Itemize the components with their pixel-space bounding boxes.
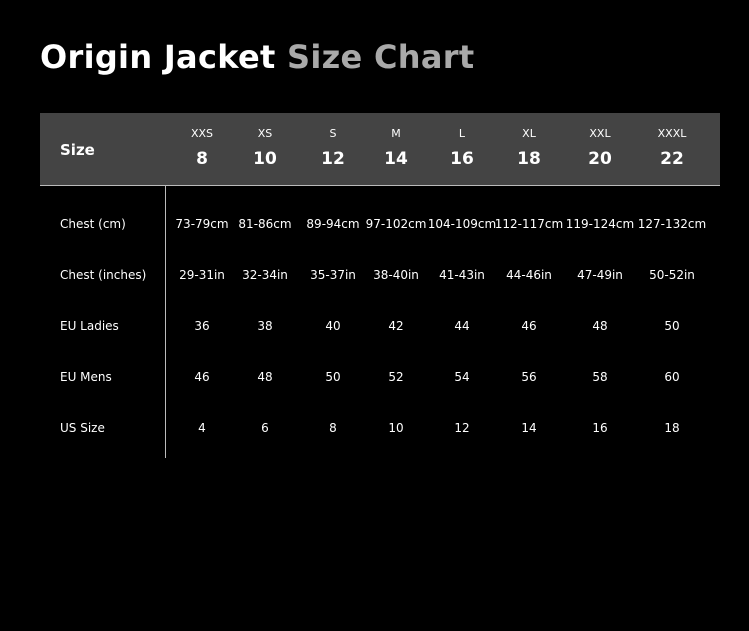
title-product: Origin Jacket (40, 38, 276, 76)
table-cell: 18 (664, 421, 680, 435)
table-cell: 40 (325, 319, 341, 333)
header-size-label: Size (60, 141, 95, 159)
header-size-number: 8 (196, 149, 208, 169)
table-cell: 89-94cm (306, 217, 360, 231)
header-divider (40, 185, 720, 186)
table-cell: 50-52in (649, 268, 695, 282)
table-cell: 29-31in (179, 268, 225, 282)
row-label: Chest (inches) (60, 268, 147, 282)
table-cell: 47-49in (577, 268, 623, 282)
table-cell: 14 (521, 421, 537, 435)
table-cell: 38 (257, 319, 273, 333)
table-cell: 48 (257, 370, 273, 384)
table-cell: 50 (325, 370, 341, 384)
table-cell: 81-86cm (238, 217, 292, 231)
header-size-number: 16 (450, 149, 474, 169)
header-size-letter: XXXL (657, 127, 687, 140)
table-cell: 60 (664, 370, 680, 384)
header-size-letter: XS (257, 127, 273, 140)
header-size-letter: XXS (190, 127, 214, 140)
table-cell: 32-34in (242, 268, 288, 282)
table-header: Size XXS 8 XS 10 S 12 M 14 L 16 XL 18 XXL 20 XXXL 22 (40, 113, 720, 186)
table-cell: 112-117cm (494, 217, 564, 231)
header-size-letter: L (458, 127, 466, 140)
table-cell: 97-102cm (365, 217, 427, 231)
table-cell: 38-40in (373, 268, 419, 282)
table-cell: 44-46in (506, 268, 552, 282)
table-cell: 44 (454, 319, 470, 333)
header-size-number: 12 (321, 149, 345, 169)
row-label: US Size (60, 421, 105, 435)
header-size-number: 22 (660, 149, 684, 169)
table-cell: 73-79cm (175, 217, 229, 231)
table-cell: 6 (261, 421, 269, 435)
page-title: Origin Jacket Size Chart (40, 38, 474, 76)
header-size-letter: S (329, 127, 337, 140)
table-cell: 46 (521, 319, 537, 333)
table-cell: 42 (388, 319, 404, 333)
header-size-letter: XXL (589, 127, 611, 140)
table-cell: 35-37in (310, 268, 356, 282)
title-size-chart: Size Chart (287, 38, 475, 76)
table-cell: 12 (454, 421, 470, 435)
table-cell: 41-43in (439, 268, 485, 282)
table-cell: 16 (592, 421, 608, 435)
table-cell: 36 (194, 319, 210, 333)
header-size-number: 20 (588, 149, 612, 169)
table-cell: 104-109cm (427, 217, 497, 231)
table-cell: 52 (388, 370, 404, 384)
row-label: Chest (cm) (60, 217, 126, 231)
table-cell: 119-124cm (565, 217, 635, 231)
table-cell: 54 (454, 370, 470, 384)
row-label: EU Mens (60, 370, 112, 384)
table-cell: 56 (521, 370, 537, 384)
table-cell: 8 (329, 421, 337, 435)
label-column-divider (165, 186, 166, 458)
row-label: EU Ladies (60, 319, 119, 333)
header-size-number: 14 (384, 149, 408, 169)
table-cell: 58 (592, 370, 608, 384)
header-size-number: 10 (253, 149, 277, 169)
table-cell: 4 (198, 421, 206, 435)
header-size-letter: XL (522, 127, 536, 140)
table-cell: 10 (388, 421, 404, 435)
table-cell: 48 (592, 319, 608, 333)
table-cell: 127-132cm (637, 217, 707, 231)
header-size-letter: M (391, 127, 401, 140)
table-cell: 50 (664, 319, 680, 333)
table-cell: 46 (194, 370, 210, 384)
header-size-number: 18 (517, 149, 541, 169)
